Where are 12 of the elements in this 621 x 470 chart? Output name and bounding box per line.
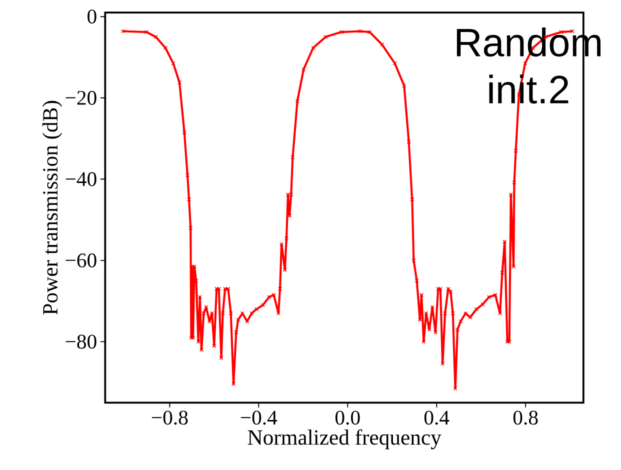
x-axis-title: Normalized frequency	[248, 429, 442, 450]
x-tick-label: 0.8	[513, 410, 538, 425]
x-tick-label: 0.0	[335, 410, 360, 425]
y-tick-label: −60	[66, 254, 96, 268]
y-tick-label: −20	[66, 90, 96, 105]
y-tick-label: 0	[88, 10, 96, 24]
x-tick-label: −0.8	[152, 410, 188, 425]
y-tick-label: −40	[66, 172, 96, 186]
x-tick-label: 0.4	[424, 410, 450, 425]
y-axis-title: Power transmission (dB)	[42, 101, 62, 315]
y-tick-label: −80	[66, 334, 96, 349]
x-tick-label: −0.4	[240, 410, 278, 425]
